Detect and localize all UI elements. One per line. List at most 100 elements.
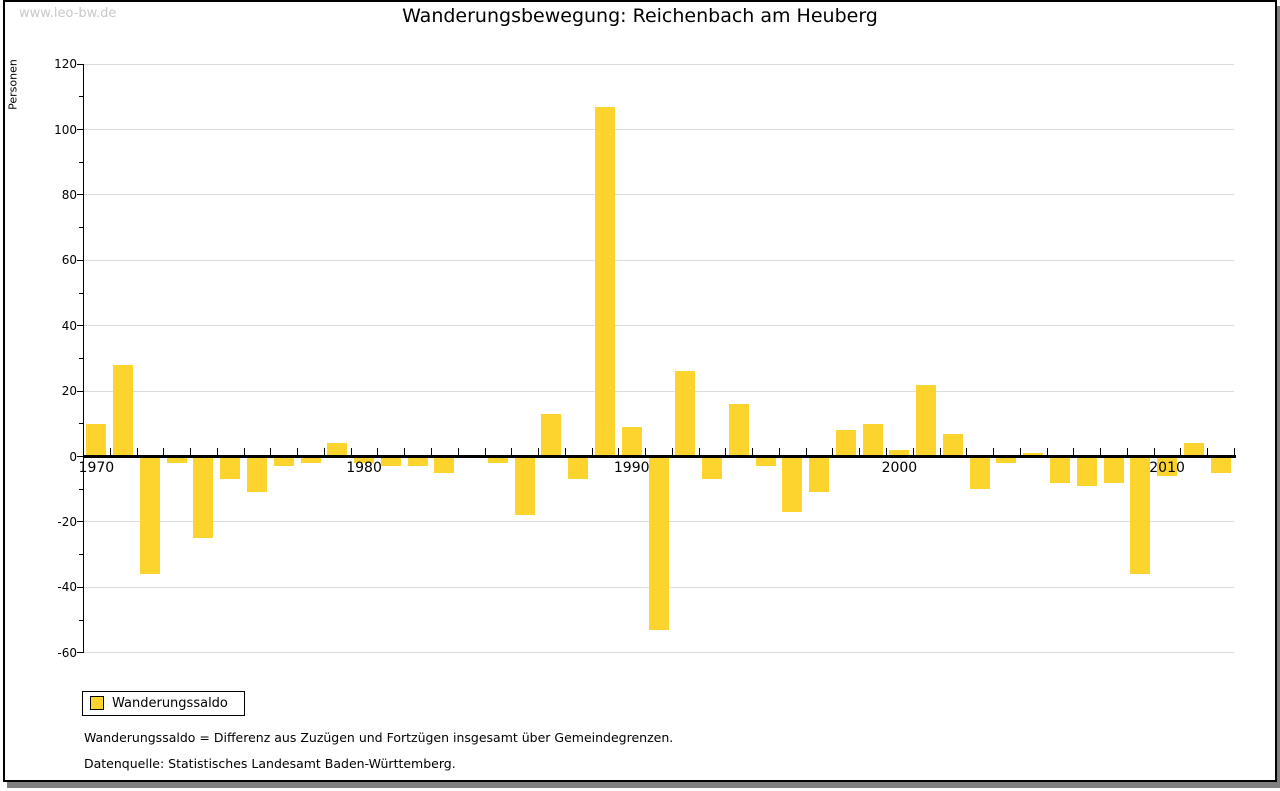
bar-1994 (728, 404, 749, 457)
bar-1993 (702, 456, 723, 480)
y-tick-label-60: 60 (61, 253, 77, 268)
bar-2010 (1157, 456, 1178, 477)
x-tick (377, 448, 379, 455)
y-tick-label-120: 120 (54, 57, 77, 72)
y-major-tick--20 (77, 521, 83, 523)
x-tick (886, 448, 888, 455)
y-major-tick-60 (77, 259, 83, 261)
bar-1990 (621, 427, 642, 457)
legend-label: Wanderungssaldo (112, 696, 228, 711)
x-tick (109, 448, 111, 455)
y-tick-label-40: 40 (61, 318, 77, 333)
bar-1981 (380, 456, 401, 467)
x-tick (1180, 448, 1182, 455)
x-tick (538, 448, 540, 455)
x-axis (83, 455, 1236, 458)
y-gridline-40 (83, 325, 1234, 327)
x-tick (190, 448, 192, 455)
x-tick (136, 448, 138, 455)
bar-1970 (86, 423, 107, 457)
y-tick-label--60: -60 (57, 645, 77, 660)
x-tick (698, 448, 700, 455)
x-tick (1234, 448, 1235, 455)
y-minor-tick (79, 488, 83, 490)
y-major-tick-120 (77, 63, 83, 65)
bar-1977 (273, 456, 294, 467)
y-major-tick-80 (77, 194, 83, 196)
y-minor-tick (79, 619, 83, 621)
y-tick-label--20: -20 (57, 514, 77, 529)
y-gridline-100 (83, 129, 1234, 130)
x-tick (939, 448, 941, 455)
x-tick (912, 448, 914, 455)
x-tick (163, 448, 165, 455)
bar-1998 (835, 430, 856, 457)
x-tick-label-1980: 1980 (346, 459, 382, 476)
x-tick (1019, 448, 1021, 455)
x-tick (859, 448, 861, 455)
watermark: www.leo-bw.de (19, 6, 117, 21)
y-gridline-20 (83, 390, 1234, 392)
y-major-tick-0 (77, 456, 83, 457)
bar-1989 (594, 106, 615, 457)
y-minor-tick (79, 161, 83, 163)
bar-1972 (139, 456, 160, 575)
x-tick (564, 448, 566, 455)
bar-1974 (193, 456, 214, 539)
y-tick-label--40: -40 (57, 580, 77, 595)
x-tick (993, 448, 995, 455)
bar-2008 (1103, 456, 1124, 483)
y-minor-tick (79, 554, 83, 556)
chart-title: Wanderungsbewegung: Reichenbach am Heube… (402, 5, 878, 27)
x-tick (484, 448, 486, 455)
bar-2005 (1023, 453, 1044, 457)
bar-1980 (354, 456, 375, 464)
x-tick (1100, 448, 1102, 455)
footnote-definition: Wanderungssaldo = Differenz aus Zuzügen … (84, 730, 674, 745)
bar-1988 (568, 456, 589, 480)
x-tick (83, 448, 84, 455)
x-tick (725, 448, 727, 455)
bar-1999 (862, 423, 883, 457)
x-tick-label-2010: 2010 (1149, 459, 1185, 476)
bar-1978 (300, 456, 321, 464)
y-major-tick-40 (77, 325, 83, 327)
y-major-tick--40 (77, 586, 83, 588)
x-tick (511, 448, 513, 455)
y-minor-tick (79, 357, 83, 359)
x-tick (1073, 448, 1075, 455)
y-major-tick--60 (77, 652, 83, 654)
bar-2012 (1210, 456, 1231, 473)
x-tick-label-2000: 2000 (881, 459, 918, 476)
x-tick (1207, 448, 1209, 455)
x-tick (618, 448, 620, 455)
x-tick (778, 448, 780, 455)
footnote-source: Datenquelle: Statistisches Landesamt Bad… (84, 756, 456, 771)
x-tick (270, 448, 272, 455)
bar-1992 (675, 371, 696, 457)
x-tick (323, 448, 325, 455)
x-tick-label-1970: 1970 (78, 459, 115, 476)
bar-1997 (809, 456, 830, 493)
x-tick (457, 448, 459, 455)
y-minor-tick (79, 423, 83, 425)
x-tick (430, 448, 432, 455)
bar-2001 (916, 384, 937, 457)
bar-1979 (327, 443, 348, 457)
bar-2009 (1130, 456, 1151, 575)
y-tick-label-80: 80 (61, 187, 77, 202)
x-tick-label-1990: 1990 (613, 459, 650, 476)
bar-2003 (969, 456, 990, 490)
x-tick (350, 448, 352, 455)
y-major-tick-100 (77, 129, 83, 130)
legend-swatch (90, 696, 104, 710)
bar-1986 (514, 456, 535, 516)
y-gridline-80 (83, 194, 1234, 196)
x-tick (1126, 448, 1128, 455)
bar-1987 (541, 413, 562, 457)
bar-1973 (166, 456, 187, 464)
x-tick (591, 448, 593, 455)
y-minor-tick (79, 292, 83, 294)
y-gridline-60 (83, 259, 1234, 261)
x-tick (645, 448, 647, 455)
